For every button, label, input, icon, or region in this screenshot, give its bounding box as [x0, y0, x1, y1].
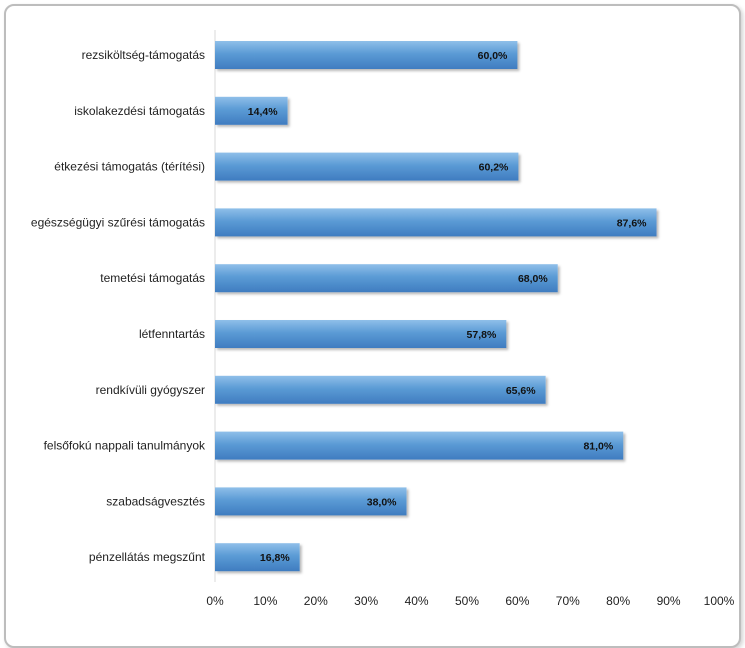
x-tick-label: 70% — [556, 594, 580, 608]
bars-group — [215, 41, 657, 572]
category-label: rendkívüli gyógyszer — [96, 383, 205, 397]
category-label: étkezési támogatás (térítési) — [54, 160, 205, 174]
value-label: 87,6% — [617, 217, 647, 229]
x-tick-label: 50% — [455, 594, 479, 608]
x-tick-label: 60% — [505, 594, 529, 608]
category-label: iskolakezdési támogatás — [74, 104, 205, 118]
bar — [215, 431, 624, 460]
bar — [215, 320, 507, 348]
x-tick-label: 100% — [704, 594, 735, 608]
x-tick-label: 0% — [206, 594, 224, 608]
x-tick-label: 20% — [304, 594, 328, 608]
category-label: egészségügyi szűrési támogatás — [31, 215, 205, 229]
value-label: 60,2% — [479, 162, 509, 174]
category-label: pénzellátás megszűnt — [89, 550, 206, 564]
category-label: szabadságvesztés — [106, 494, 205, 508]
bar — [215, 96, 288, 125]
value-label: 16,8% — [260, 552, 290, 564]
x-axis-ticks: 0% 10% 20% 30% 40% 50% 60% 70% 80% 90% 100% — [206, 594, 734, 608]
value-label: 60,0% — [478, 50, 508, 62]
bar — [215, 41, 518, 69]
bar — [215, 543, 300, 572]
value-label: 65,6% — [506, 385, 536, 397]
x-tick-label: 90% — [657, 594, 681, 608]
x-tick-label: 10% — [253, 594, 277, 608]
bar — [215, 208, 657, 237]
category-label: rezsiköltség-támogatás — [82, 48, 205, 62]
value-label: 14,4% — [248, 106, 278, 118]
bar — [215, 264, 558, 293]
x-tick-label: 30% — [354, 594, 378, 608]
category-labels: rezsiköltség-támogatás iskolakezdési támo… — [31, 48, 206, 564]
x-tick-label: 40% — [405, 594, 429, 608]
bar — [215, 152, 519, 181]
category-label: temetési támogatás — [100, 271, 205, 285]
bar — [215, 375, 546, 404]
value-label: 81,0% — [583, 441, 613, 453]
x-tick-label: 80% — [606, 594, 630, 608]
value-label: 38,0% — [367, 496, 397, 508]
bar-chart: rezsiköltség-támogatás iskolakezdési támo… — [31, 30, 735, 608]
bar — [215, 487, 407, 516]
value-labels: 60,0% 14,4% 60,2% 87,6% 68,0% 57,8% 65,6% 81,0%… — [248, 50, 647, 564]
value-label: 68,0% — [518, 273, 548, 285]
category-label: felsőfokú nappali tanulmányok — [44, 439, 206, 453]
value-label: 57,8% — [467, 329, 497, 341]
category-label: létfenntartás — [139, 327, 205, 341]
